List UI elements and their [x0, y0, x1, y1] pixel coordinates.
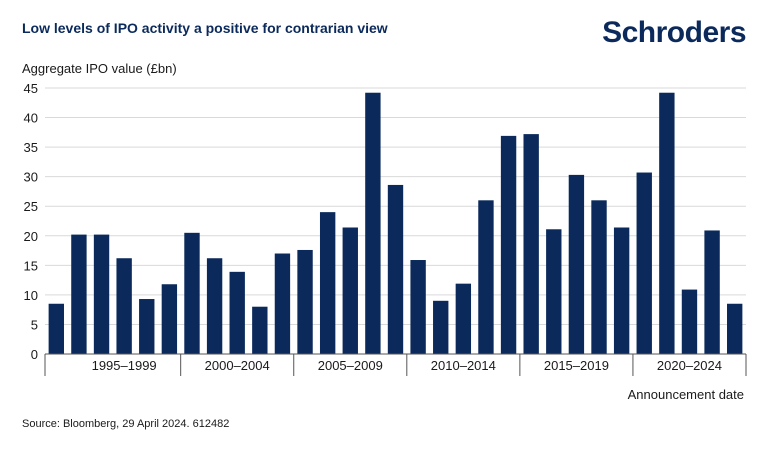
x-group-label: 2005–2009 [318, 358, 383, 373]
bar [410, 260, 426, 354]
schroders-logo: Schroders [602, 16, 746, 49]
bars [48, 92, 743, 355]
bar [139, 299, 155, 354]
y-tick-label: 35 [24, 140, 38, 155]
bar [500, 135, 517, 354]
x-axis: 1995–1999 2000–2004 2005–2009 2010–2014 2015… [44, 353, 747, 376]
bar [161, 284, 178, 354]
bar [455, 283, 472, 354]
y-tick-label: 30 [24, 170, 38, 185]
bar [93, 234, 110, 354]
x-axis-label: Announcement date [627, 387, 744, 402]
bar [636, 172, 652, 354]
bar [387, 184, 404, 354]
bar [184, 232, 200, 354]
bar [342, 227, 358, 354]
y-tick-label: 15 [24, 258, 38, 273]
chart-title: Low levels of IPO activity a positive fo… [22, 20, 388, 36]
bar [71, 234, 87, 354]
bar [274, 253, 291, 354]
bar [681, 289, 698, 354]
bar [116, 258, 132, 354]
y-axis-ticks: 0 5 10 15 20 25 30 35 40 45 [24, 81, 38, 362]
x-group-label: 2000–2004 [205, 358, 270, 373]
bar [433, 300, 449, 354]
y-tick-label: 5 [31, 317, 38, 332]
bar [568, 174, 585, 354]
source-note: Source: Bloomberg, 29 April 2024. 612482 [22, 418, 230, 430]
bar [659, 92, 675, 355]
bar [704, 230, 720, 354]
bar [48, 303, 64, 354]
bar [319, 212, 336, 354]
x-group-label: 2015–2019 [544, 358, 609, 373]
bar [591, 200, 607, 354]
bar [613, 227, 630, 354]
bar [727, 303, 743, 354]
bar [478, 200, 494, 354]
y-tick-label: 45 [24, 81, 38, 96]
bar [523, 134, 539, 354]
y-tick-label: 40 [24, 111, 38, 126]
y-tick-label: 0 [31, 347, 38, 362]
bar [297, 249, 313, 354]
x-group-label: 1995–1999 [92, 358, 157, 373]
x-group-label: 2020–2024 [657, 358, 722, 373]
x-group-label: 2010–2014 [431, 358, 496, 373]
y-tick-label: 20 [24, 229, 38, 244]
bar [229, 271, 245, 354]
bar [252, 306, 268, 354]
y-tick-label: 25 [24, 199, 38, 214]
y-tick-label: 10 [24, 288, 38, 303]
bar [546, 229, 562, 354]
bar [365, 92, 381, 355]
y-axis-label: Aggregate IPO value (£bn) [22, 61, 177, 76]
bar [206, 258, 223, 354]
